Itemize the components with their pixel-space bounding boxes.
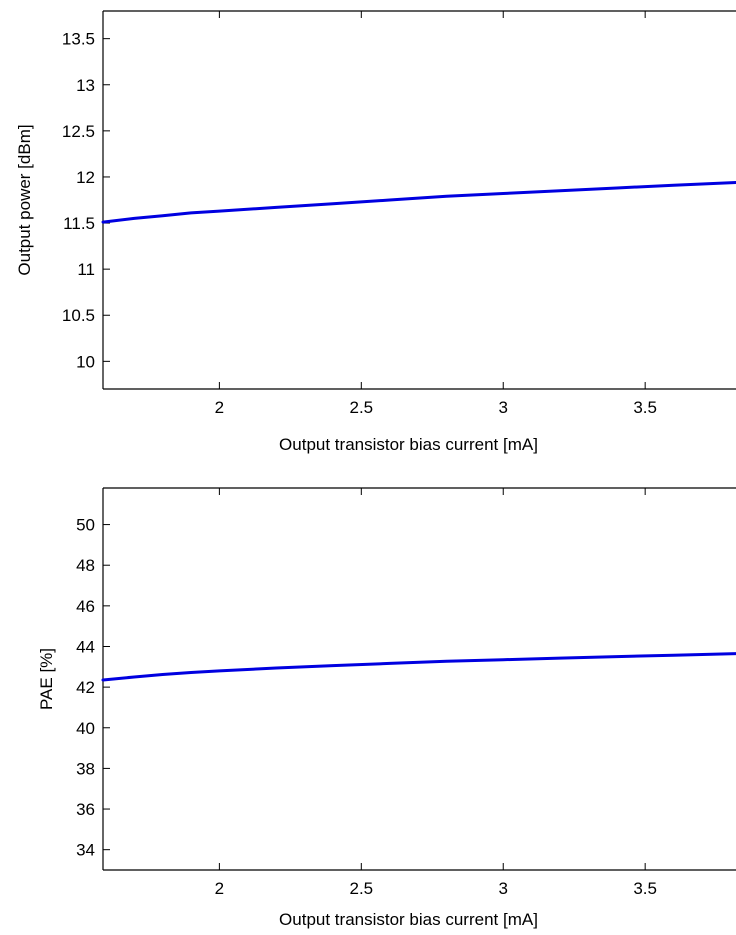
y-tick-label: 13.5: [62, 30, 95, 49]
x-tick-label: 2: [215, 398, 224, 417]
y-tick-label: 11: [77, 260, 95, 279]
series-line: [101, 181, 736, 224]
y-tick-label: 50: [76, 516, 95, 535]
bottom-plot-pae: 2 2.5 3 3.5 34 36 38 40 42 44 46 48 50 Output transis…: [37, 487, 736, 929]
x-tick-label: 3: [499, 398, 508, 417]
x-tick-label: 3.5: [633, 398, 657, 417]
y-tick-label: 12.5: [62, 122, 95, 141]
x-tick-label: 2.5: [349, 879, 373, 898]
x-tick-label: 3.5: [633, 879, 657, 898]
y-tick-label: 42: [76, 678, 95, 697]
y-tick-label: 48: [76, 556, 95, 575]
series-line: [101, 652, 736, 682]
y-tick-label: 38: [76, 759, 95, 778]
y-tick-label: 44: [76, 637, 95, 656]
y-tick-label: 36: [76, 800, 95, 819]
y-axis-label: PAE [%]: [37, 648, 56, 710]
y-tick-label: 12: [76, 168, 95, 187]
y-tick-label: 13: [76, 76, 95, 95]
top-plot-output-power: 2 2.5 3 3.5 10 10.5 11 11.5 12 12.5 13 13.5 Output t…: [15, 10, 736, 454]
x-axis-label: Output transistor bias current [mA]: [279, 910, 538, 929]
x-tick-label: 2.5: [349, 398, 373, 417]
y-tick-label: 11.5: [63, 214, 95, 233]
y-tick-label: 10.5: [62, 306, 95, 325]
x-tick-label: 3: [499, 879, 508, 898]
y-axis-label: Output power [dBm]: [15, 124, 34, 275]
y-tick-label: 46: [76, 597, 95, 616]
y-tick-label: 34: [76, 841, 95, 860]
x-axis-label: Output transistor bias current [mA]: [279, 435, 538, 454]
y-tick-label: 10: [76, 352, 95, 371]
y-tick-label: 40: [76, 719, 95, 738]
x-tick-label: 2: [215, 879, 224, 898]
